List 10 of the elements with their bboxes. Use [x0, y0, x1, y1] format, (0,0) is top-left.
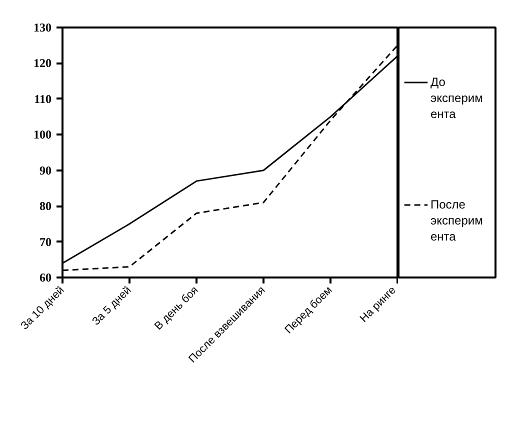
y-tick-label: 130 — [34, 20, 52, 34]
y-tick-label: 80 — [40, 199, 52, 214]
y-tick-label: 120 — [34, 56, 52, 70]
y-tick-label: 90 — [40, 163, 52, 178]
y-tick-label: 60 — [40, 270, 52, 284]
legend-label: После эксперимента — [430, 198, 483, 244]
y-tick-label: 110 — [34, 92, 52, 106]
y-tick-label: 70 — [40, 234, 52, 249]
legend-label: До эксперимента — [430, 75, 483, 122]
y-tick-label: 100 — [34, 128, 52, 142]
